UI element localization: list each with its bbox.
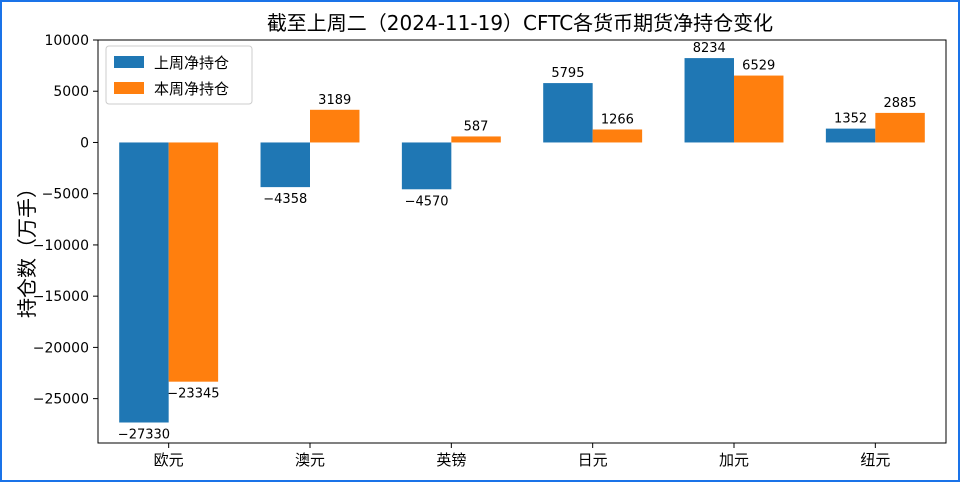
bar-value-label: −4570	[405, 194, 449, 209]
legend-swatch	[114, 56, 144, 68]
bar	[734, 75, 784, 143]
x-tick-label: 纽元	[860, 451, 890, 469]
bar-value-label: 8234	[693, 41, 726, 56]
bar	[401, 142, 452, 190]
chart-title: 截至上周二（2024-11-19）CFTC各货币期货净持仓变化	[267, 11, 773, 35]
x-tick-label: 加元	[719, 451, 749, 469]
y-tick-label: −10000	[33, 238, 89, 254]
legend-swatch	[114, 82, 144, 94]
legend-label: 上周净持仓	[154, 54, 229, 72]
x-tick-label: 英镑	[436, 451, 466, 469]
plot-area: 10000 5000 0 −5000 −10000 −15000 −20000 −25000 欧…	[33, 33, 947, 469]
y-axis-label: 持仓数（万手）	[15, 178, 39, 318]
bar	[543, 83, 593, 143]
bar	[684, 58, 734, 143]
bar	[260, 142, 310, 188]
bar-value-label: 1352	[834, 112, 867, 127]
bar	[825, 128, 876, 143]
y-tick-label: 10000	[44, 33, 89, 49]
bar	[168, 142, 219, 382]
bar	[875, 112, 925, 143]
bar-value-label: −23345	[167, 387, 219, 402]
y-tick-label: −5000	[42, 187, 89, 203]
legend-label: 本周净持仓	[154, 80, 229, 98]
bar-value-label: 6529	[742, 59, 775, 74]
bar-value-label: −27330	[118, 428, 170, 443]
bar-value-label: −4358	[263, 192, 307, 207]
y-tick-label: 5000	[53, 84, 89, 100]
y-tick-label: −20000	[33, 340, 89, 356]
bar-value-label: 5795	[551, 66, 584, 81]
bar	[592, 129, 643, 143]
x-tick-label: 日元	[578, 451, 608, 469]
y-tick-label: 0	[80, 135, 89, 151]
bar	[451, 136, 501, 143]
bar-value-label: 587	[464, 119, 489, 134]
bar-value-label: 1266	[601, 112, 634, 127]
x-tick-label: 澳元	[295, 451, 325, 469]
bar-value-label: 3189	[318, 93, 351, 108]
plot-border	[97, 39, 947, 444]
bar	[310, 109, 360, 143]
y-tick-label: −15000	[33, 289, 89, 305]
x-tick-label: 欧元	[154, 451, 184, 469]
bar	[119, 142, 169, 423]
y-tick-label: −25000	[33, 392, 89, 408]
bar-value-label: 2885	[884, 96, 917, 111]
